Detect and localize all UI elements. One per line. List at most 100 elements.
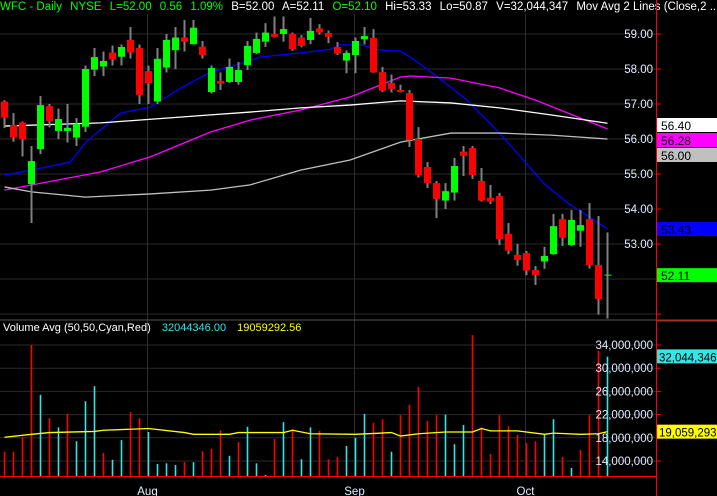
candle-body: [469, 148, 476, 176]
candle-body: [163, 39, 170, 68]
candle-body: [118, 46, 125, 57]
price-tag: 52.11: [661, 269, 690, 283]
candle-body: [172, 37, 179, 51]
study-label[interactable]: Mov Avg 2 Lines (Close,2 ...: [576, 1, 717, 13]
candle-body: [325, 32, 332, 37]
exchange-label: NYSE: [70, 1, 102, 13]
open-price: O=52.10: [332, 1, 377, 13]
price-tag-bg: [657, 268, 717, 283]
volume-axis-label: 30,000,000: [595, 363, 653, 375]
candle-body: [10, 125, 17, 138]
ask-price: A=52.11: [281, 1, 325, 13]
candle-body: [100, 60, 107, 67]
candle-body: [127, 39, 134, 53]
candle-body: [478, 181, 485, 201]
candle-body: [262, 32, 269, 42]
candle-body: [487, 197, 494, 202]
candle-body: [226, 66, 233, 82]
candle-body: [253, 38, 260, 53]
candle-body: [289, 34, 296, 50]
candle-body: [91, 57, 98, 70]
candle-body: [343, 52, 350, 61]
candle-body: [568, 219, 575, 246]
candle-body: [505, 233, 512, 251]
volume-study-title: Volume Avg (50,50,Cyan,Red): [3, 322, 151, 334]
candle-body: [379, 72, 386, 91]
time-axis-label: Aug: [137, 486, 157, 496]
change-value: 0.56: [159, 1, 183, 13]
candle-body: [217, 80, 224, 84]
candle-body: [433, 183, 440, 199]
candle-body: [388, 83, 395, 89]
candle-body: [145, 71, 152, 83]
candle-body: [64, 127, 71, 131]
candle-body: [82, 69, 89, 127]
candle-body: [451, 165, 458, 193]
price-axis-label: 54.00: [624, 204, 653, 216]
price-tag-bg: [657, 133, 717, 147]
price-axis-label: 55.00: [624, 169, 653, 181]
price-tag: 56.40: [661, 119, 691, 133]
low-price: Lo=50.87: [439, 1, 488, 13]
candle-body: [136, 48, 143, 95]
candle-body: [307, 30, 314, 40]
candle-body: [595, 265, 602, 299]
candle-body: [370, 37, 377, 73]
candle-body: [109, 52, 116, 60]
candle-body: [28, 161, 35, 185]
moving-average-white: [4, 100, 608, 127]
candle-body: [352, 41, 359, 55]
volume-axis-label: 34,000,000: [595, 340, 653, 352]
candle-body: [523, 253, 530, 271]
price-tag: 56.00: [661, 149, 691, 163]
moving-average-magenta: [4, 75, 608, 191]
candle-body: [19, 122, 26, 139]
price-tag-bg: [657, 118, 717, 132]
price-axis-label: 56.00: [624, 134, 653, 146]
candle-body: [397, 90, 404, 92]
candle-body: [244, 45, 251, 66]
candle-body: [559, 219, 566, 238]
change-percent: 1.09%: [190, 1, 223, 13]
volume-tag: 32,044,346: [659, 352, 717, 364]
price-tag: 56.28: [661, 134, 691, 148]
candle-body: [271, 34, 278, 37]
candle-body: [361, 36, 368, 40]
price-tag: 53.43: [661, 223, 691, 237]
price-axis-label: 53.00: [624, 239, 653, 251]
price-axis-label: 59.00: [624, 29, 653, 41]
symbol-label: WFC - Daily: [0, 1, 62, 13]
candle-body: [181, 37, 188, 42]
candle-body: [532, 269, 539, 276]
volume-avg-value: 19059292.56: [237, 322, 302, 334]
last-price: L=52.00: [109, 1, 152, 13]
bid-price: B=52.00: [231, 1, 275, 13]
candle-body: [73, 123, 80, 138]
volume-tag-bg: [657, 349, 717, 364]
candle-body: [577, 225, 584, 231]
price-axis-label: 58.00: [624, 64, 653, 76]
candle-body: [514, 254, 521, 261]
candle-body: [415, 139, 422, 176]
candle-body: [154, 58, 161, 102]
candle-body: [37, 105, 44, 150]
time-axis-label: Oct: [517, 486, 536, 496]
volume-avg-tag: 19,059,293: [659, 428, 717, 440]
volume-axis-label: 22,000,000: [595, 410, 653, 422]
volume-value: 32044346.00: [161, 322, 227, 334]
candle-body: [460, 151, 467, 156]
volume-axis-label: 26,000,000: [595, 386, 653, 398]
candle-body: [334, 46, 341, 54]
candle-body: [442, 191, 449, 201]
candle-body: [1, 101, 8, 118]
chart-header: WFC - Daily NYSE L=52.00 0.56 1.09% B=52…: [0, 0, 717, 14]
volume-axis-label: 18,000,000: [595, 433, 653, 445]
candle-body: [298, 37, 305, 46]
candle-body: [235, 70, 242, 82]
candle-body: [424, 167, 431, 184]
candle-body: [496, 196, 503, 240]
candle-body: [406, 93, 413, 141]
candle-body: [208, 67, 215, 93]
price-tag-bg: [657, 221, 717, 236]
